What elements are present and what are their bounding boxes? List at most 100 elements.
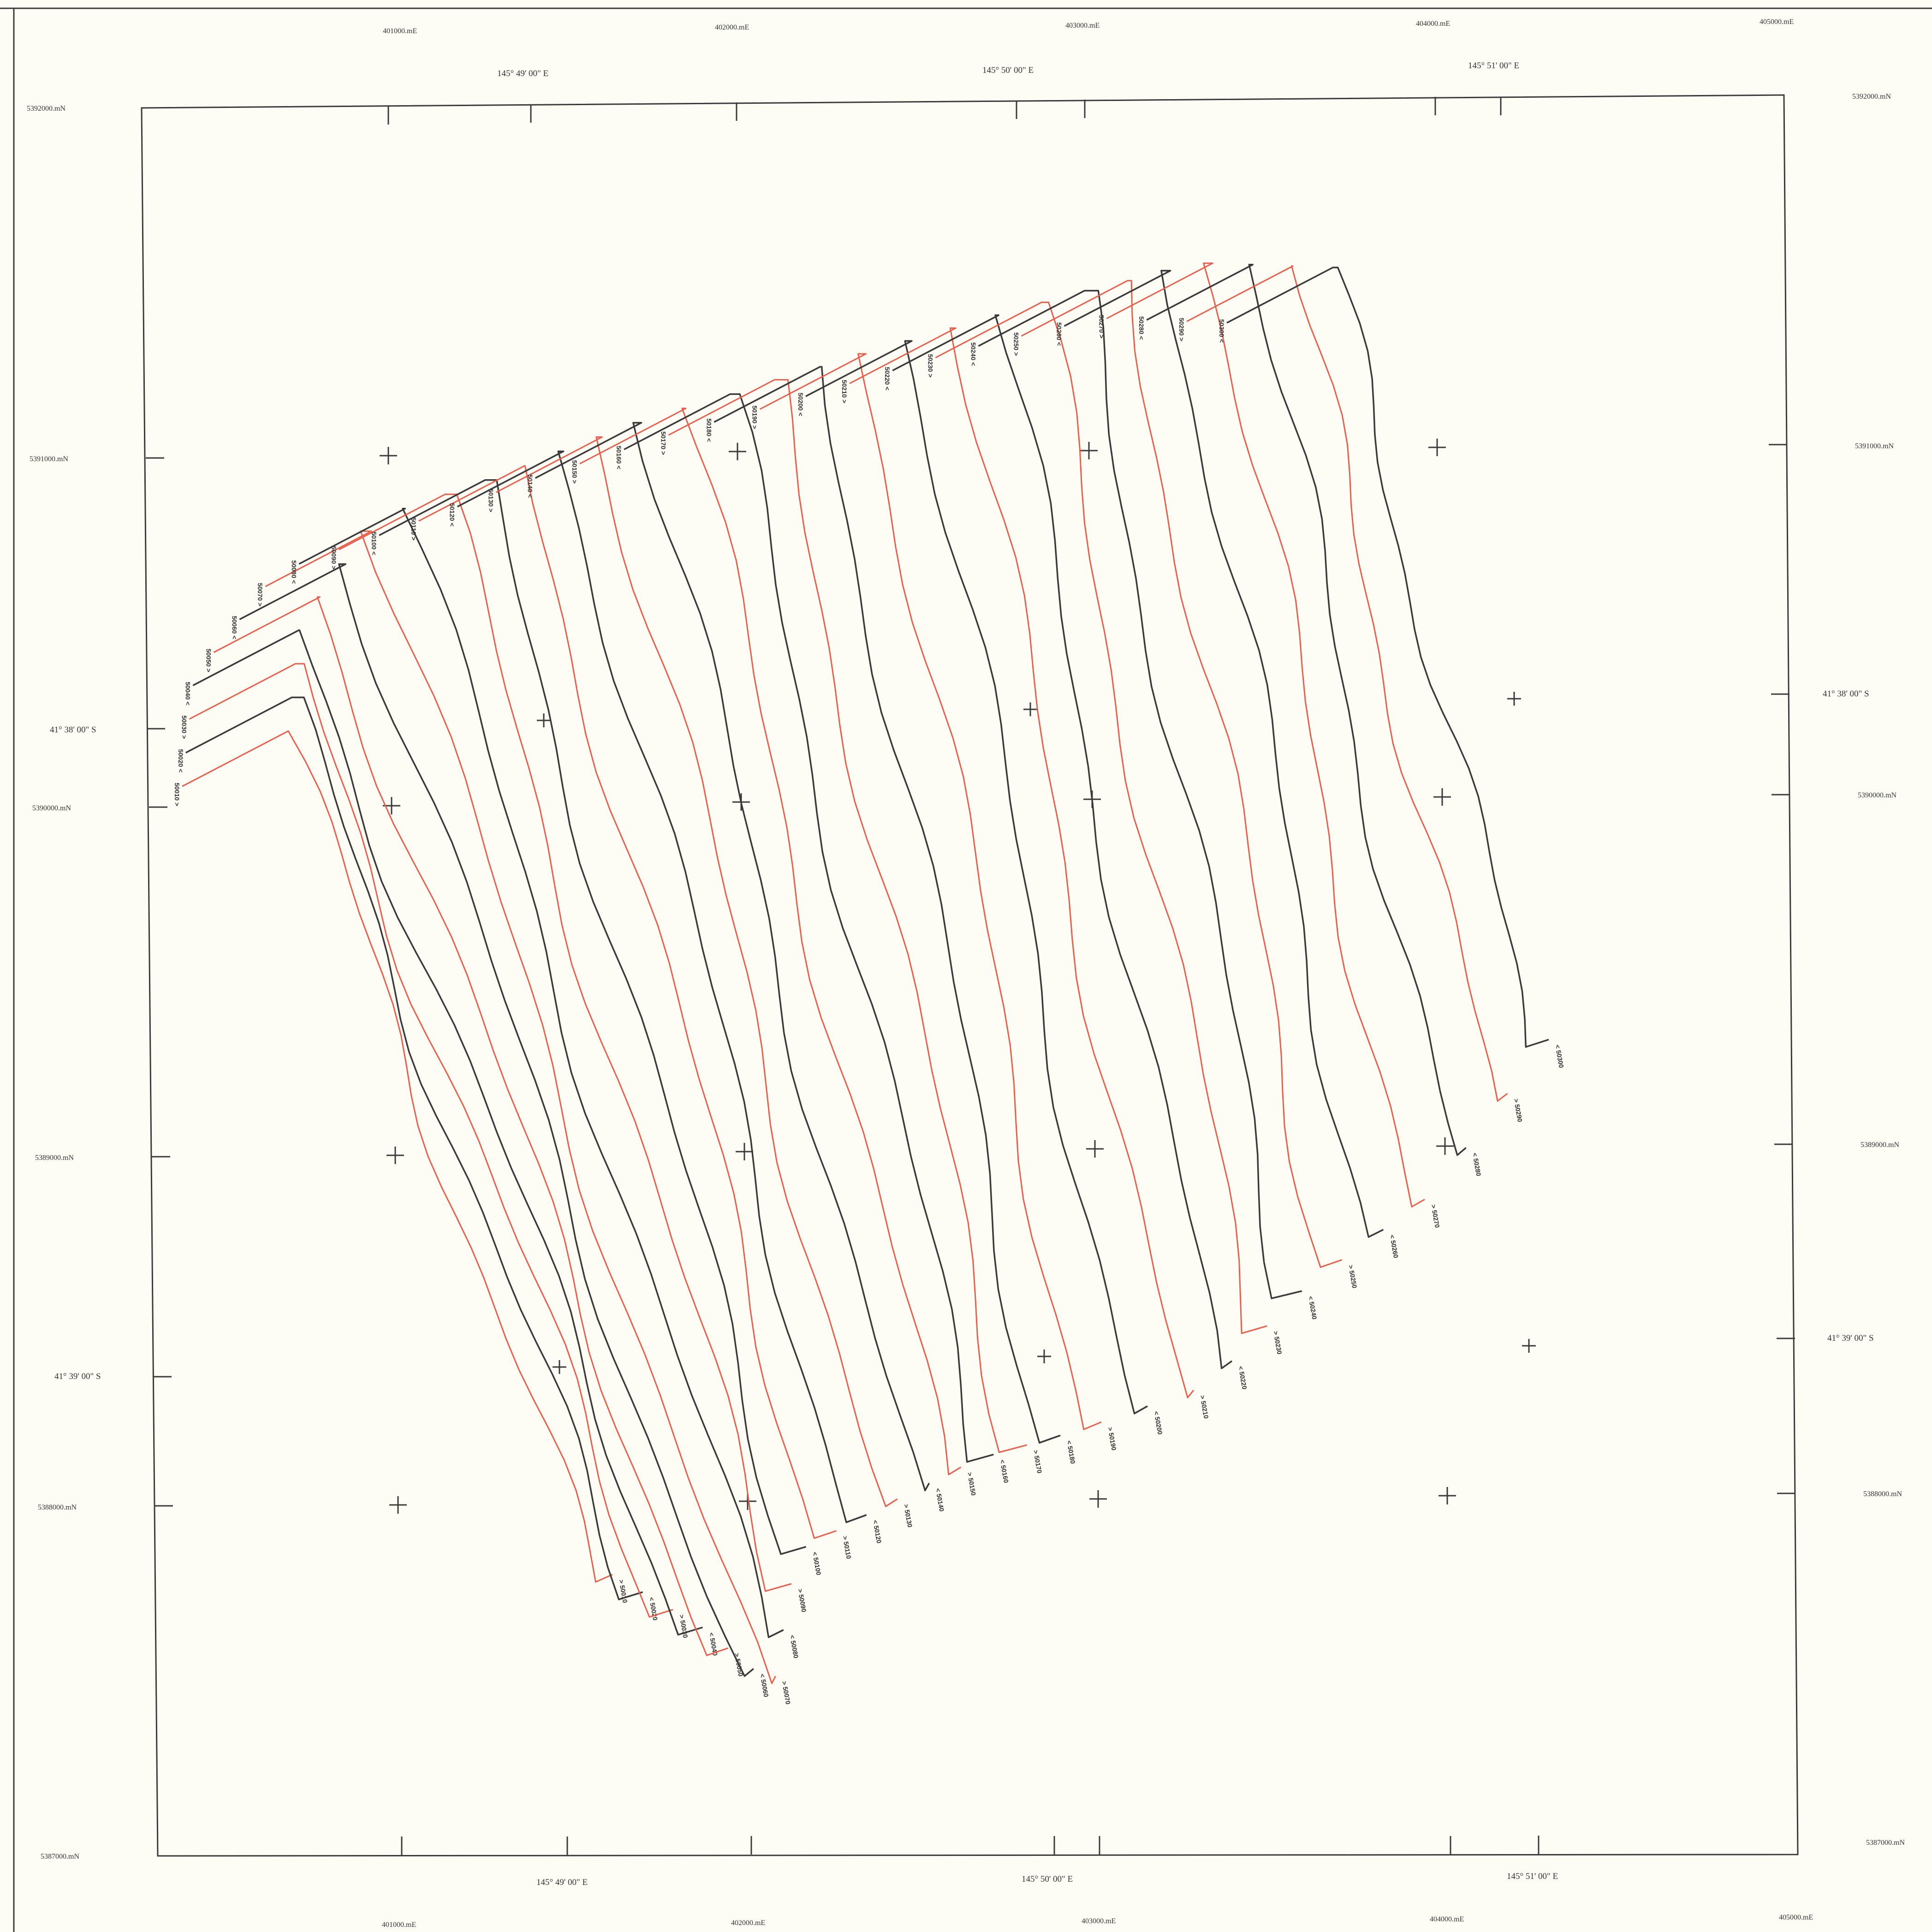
northing-labels-right: 5392000.mN 5391000.mN 5390000.mN 5389000… <box>1852 93 1905 1847</box>
flight-line-label-start: 50060 < <box>231 616 238 639</box>
flight-line-label-start: 50280 < <box>1138 316 1145 340</box>
northing-label-right: 5391000.mN <box>1855 442 1894 450</box>
flight-line-label-end: < 50100 <box>811 1551 823 1575</box>
flight-line-label-end: < 50280 <box>1471 1152 1483 1177</box>
easting-label-bottom: 401000.mE <box>382 1921 416 1929</box>
longitude-label-top: 145° 51' 00" E <box>1468 61 1519 71</box>
longitude-label-top: 145° 50' 00" E <box>982 65 1034 75</box>
flight-line-50210 <box>849 327 1195 1398</box>
northing-label-left: 5387000.mN <box>41 1853 79 1861</box>
flight-line-label-start: 50230 > <box>927 354 934 378</box>
flight-line-label-start: 50200 < <box>797 392 804 416</box>
latitude-labels: 41° 38' 00" S 41° 39' 00" S 41° 38' 00" … <box>50 689 1874 1381</box>
flight-line-label-start: 50190 > <box>751 405 759 429</box>
flight-line-label-end: < 50120 <box>872 1519 883 1544</box>
easting-label-top: 404000.mE <box>1416 20 1450 28</box>
flight-line-50020 <box>185 696 643 1600</box>
longitude-label-bottom: 145° 50' 00" E <box>1022 1874 1073 1884</box>
flight-line-label-start: 50300 < <box>1218 319 1225 343</box>
northing-label-right: 5390000.mN <box>1858 791 1896 799</box>
flight-line-50200 <box>805 340 1148 1415</box>
flight-line-label-end: > 50290 <box>1512 1098 1524 1123</box>
flight-line-label-end: > 50250 <box>1347 1264 1359 1289</box>
easting-label-top: 405000.mE <box>1760 18 1794 26</box>
flight-line-50110 <box>418 465 837 1539</box>
flight-line-50230 <box>935 302 1267 1334</box>
flight-line-50290 <box>1186 265 1508 1102</box>
flight-line-label-end: < 50140 <box>934 1487 946 1512</box>
flight-line-label-start: 50110 > <box>410 517 417 541</box>
flight-line-label-start: 50170 > <box>660 431 667 455</box>
flight-line-label-end: > 50270 <box>1430 1204 1441 1228</box>
easting-label-top: 403000.mE <box>1065 22 1100 30</box>
flight-line-label-end: < 50220 <box>1237 1366 1248 1390</box>
easting-label-bottom: 405000.mE <box>1779 1914 1813 1921</box>
flight-line-label-start: 50140 < <box>527 475 534 498</box>
northing-label-right: 5389000.mN <box>1861 1141 1899 1149</box>
northing-ticks <box>146 444 1795 1507</box>
longitude-ticks <box>530 97 1540 1855</box>
flight-line-label-end: > 50070 <box>780 1681 792 1705</box>
flight-line-label-start: 50100 < <box>370 532 378 555</box>
flight-line-label-end: < 50200 <box>1153 1411 1164 1435</box>
map-frame <box>141 94 1799 1857</box>
northing-labels-left: 5392000.mN 5391000.mN 5390000.mN 5389000… <box>27 105 79 1861</box>
flight-line-50150 <box>579 408 962 1475</box>
northing-label-left: 5388000.mN <box>38 1504 77 1511</box>
flight-line-label-start: 50160 < <box>615 446 623 470</box>
flight-line-50040 <box>192 629 703 1636</box>
flight-line-50160 <box>624 393 994 1463</box>
northing-label-left: 5392000.mN <box>27 105 65 113</box>
flight-line-50260 <box>1064 270 1384 1238</box>
easting-labels-top: 401000.mE 402000.mE 403000.mE 404000.mE … <box>383 18 1794 35</box>
flight-line-label-start: 50250 > <box>1013 333 1020 356</box>
flight-line-50060 <box>239 563 755 1677</box>
grid-crosses <box>380 439 1536 1514</box>
flight-line-label-end: > 50230 <box>1272 1331 1284 1355</box>
flight-line-label-start: 50290 > <box>1178 318 1185 341</box>
flight-line-50300 <box>1226 267 1549 1048</box>
latitude-label-left: 41° 38' 00" S <box>50 725 96 735</box>
flight-line-50140 <box>535 422 930 1492</box>
flight-line-label-start: 50050 > <box>205 649 212 672</box>
flight-line-label-end: < 50060 <box>759 1673 770 1698</box>
flight-line-label-start: 50180 < <box>705 418 713 442</box>
flight-line-label-end: > 50090 <box>797 1588 808 1613</box>
longitude-label-bottom: 145° 51' 00" E <box>1507 1872 1558 1881</box>
flight-line-50170 <box>668 379 1027 1453</box>
flight-line-50250 <box>1021 280 1343 1268</box>
flight-line-50010 <box>182 730 613 1583</box>
flight-line-label-end: > 50130 <box>903 1504 914 1528</box>
flight-line-50120 <box>457 450 867 1523</box>
flight-line-label-end: < 50300 <box>1554 1044 1565 1069</box>
flight-line-label-start: 50220 < <box>884 367 891 390</box>
flight-line-label-end: < 50180 <box>1065 1440 1077 1464</box>
flight-line-label-start: 50090 > <box>330 546 338 570</box>
flight-line-50090 <box>339 493 792 1592</box>
flight-line-label-start: 50040 < <box>184 682 191 705</box>
flight-line-label-start: 50030 > <box>181 715 188 739</box>
flight-line-50280 <box>1146 264 1467 1156</box>
flight-line-50030 <box>189 663 673 1618</box>
flight-line-label-end: < 50080 <box>789 1635 800 1659</box>
easting-ticks <box>387 97 1451 1855</box>
flight-line-50270 <box>1106 262 1425 1208</box>
easting-labels-bottom: 401000.mE 402000.mE 403000.mE 404000.mE … <box>382 1914 1813 1929</box>
northing-label-right: 5388000.mN <box>1863 1490 1902 1498</box>
flight-line-label-end: < 50260 <box>1388 1234 1400 1259</box>
flight-line-label-start: 50120 < <box>449 503 456 527</box>
flight-line-label-end: < 50240 <box>1307 1296 1319 1320</box>
flight-line-label-start: 50260 < <box>1056 322 1063 346</box>
flight-line-50070 <box>265 530 776 1684</box>
latitude-label-right: 41° 39' 00" S <box>1827 1333 1874 1343</box>
easting-label-bottom: 403000.mE <box>1082 1917 1116 1925</box>
longitude-labels-bottom: 145° 49' 00" E 145° 50' 00" E 145° 51' 0… <box>536 1872 1558 1887</box>
northing-label-right: 5392000.mN <box>1852 93 1891 101</box>
flight-line-label-end: < 50160 <box>999 1459 1010 1483</box>
longitude-labels-top: 145° 49' 00" E 145° 50' 00" E 145° 51' 0… <box>497 61 1519 78</box>
flight-line-label-start: 50240 < <box>969 342 977 366</box>
flight-line-label-start: 50150 > <box>571 460 578 484</box>
flight-line-label-end: > 50190 <box>1106 1427 1118 1451</box>
